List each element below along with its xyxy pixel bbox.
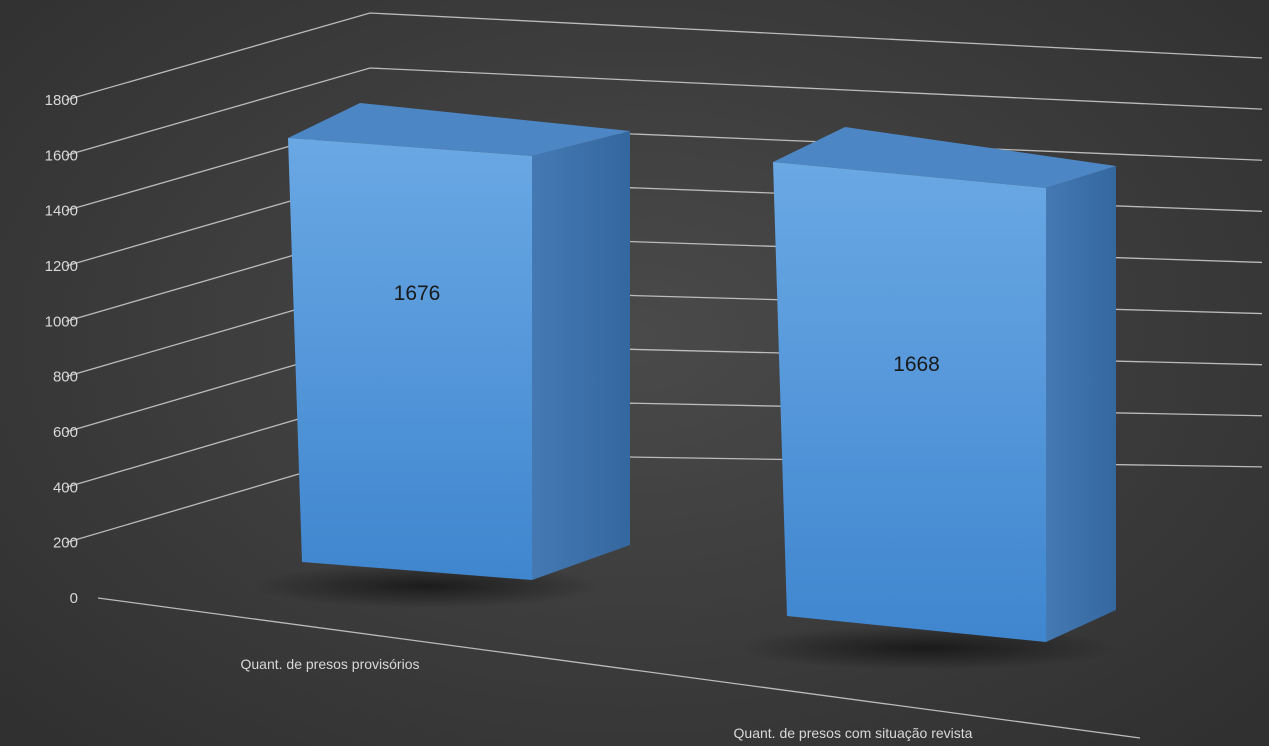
bar-front-1 bbox=[773, 162, 1046, 642]
category-label-1: Quant. de presos com situação revista bbox=[734, 725, 973, 741]
y-tick-label-800: 800 bbox=[53, 369, 78, 386]
y-tick-label-1000: 1000 bbox=[45, 313, 78, 330]
data-label-1: 1668 bbox=[893, 353, 940, 376]
data-label-0: 1676 bbox=[394, 282, 441, 305]
y-tick-label-200: 200 bbox=[53, 535, 78, 552]
bar-front-0 bbox=[288, 138, 532, 580]
bar-side-1 bbox=[1046, 166, 1116, 642]
y-tick-label-1200: 1200 bbox=[45, 258, 78, 275]
y-axis: 0 200 400 600 800 1000 1200 1400 1600 1800 bbox=[45, 92, 78, 607]
bar-top-0 bbox=[288, 103, 630, 156]
y-tick-label-400: 400 bbox=[53, 479, 78, 496]
bars bbox=[252, 103, 1116, 670]
bar-1 bbox=[737, 127, 1116, 670]
y-tick-label-1600: 1600 bbox=[45, 147, 78, 164]
category-label-0: Quant. de presos provisórios bbox=[241, 656, 420, 672]
gridline-1600 bbox=[65, 67, 1263, 156]
bar-side-0 bbox=[532, 131, 630, 580]
gridline-0 bbox=[97, 597, 1141, 739]
bar-top-1 bbox=[773, 127, 1116, 188]
y-tick-label-0: 0 bbox=[70, 590, 78, 607]
y-tick-label-1400: 1400 bbox=[45, 203, 78, 220]
bar-0 bbox=[252, 103, 630, 608]
y-tick-label-600: 600 bbox=[53, 424, 78, 441]
gridline-1800 bbox=[65, 12, 1263, 101]
y-tick-label-1800: 1800 bbox=[45, 92, 78, 109]
labels: 1676 1668 Quant. de presos provisórios Quan… bbox=[241, 282, 973, 741]
